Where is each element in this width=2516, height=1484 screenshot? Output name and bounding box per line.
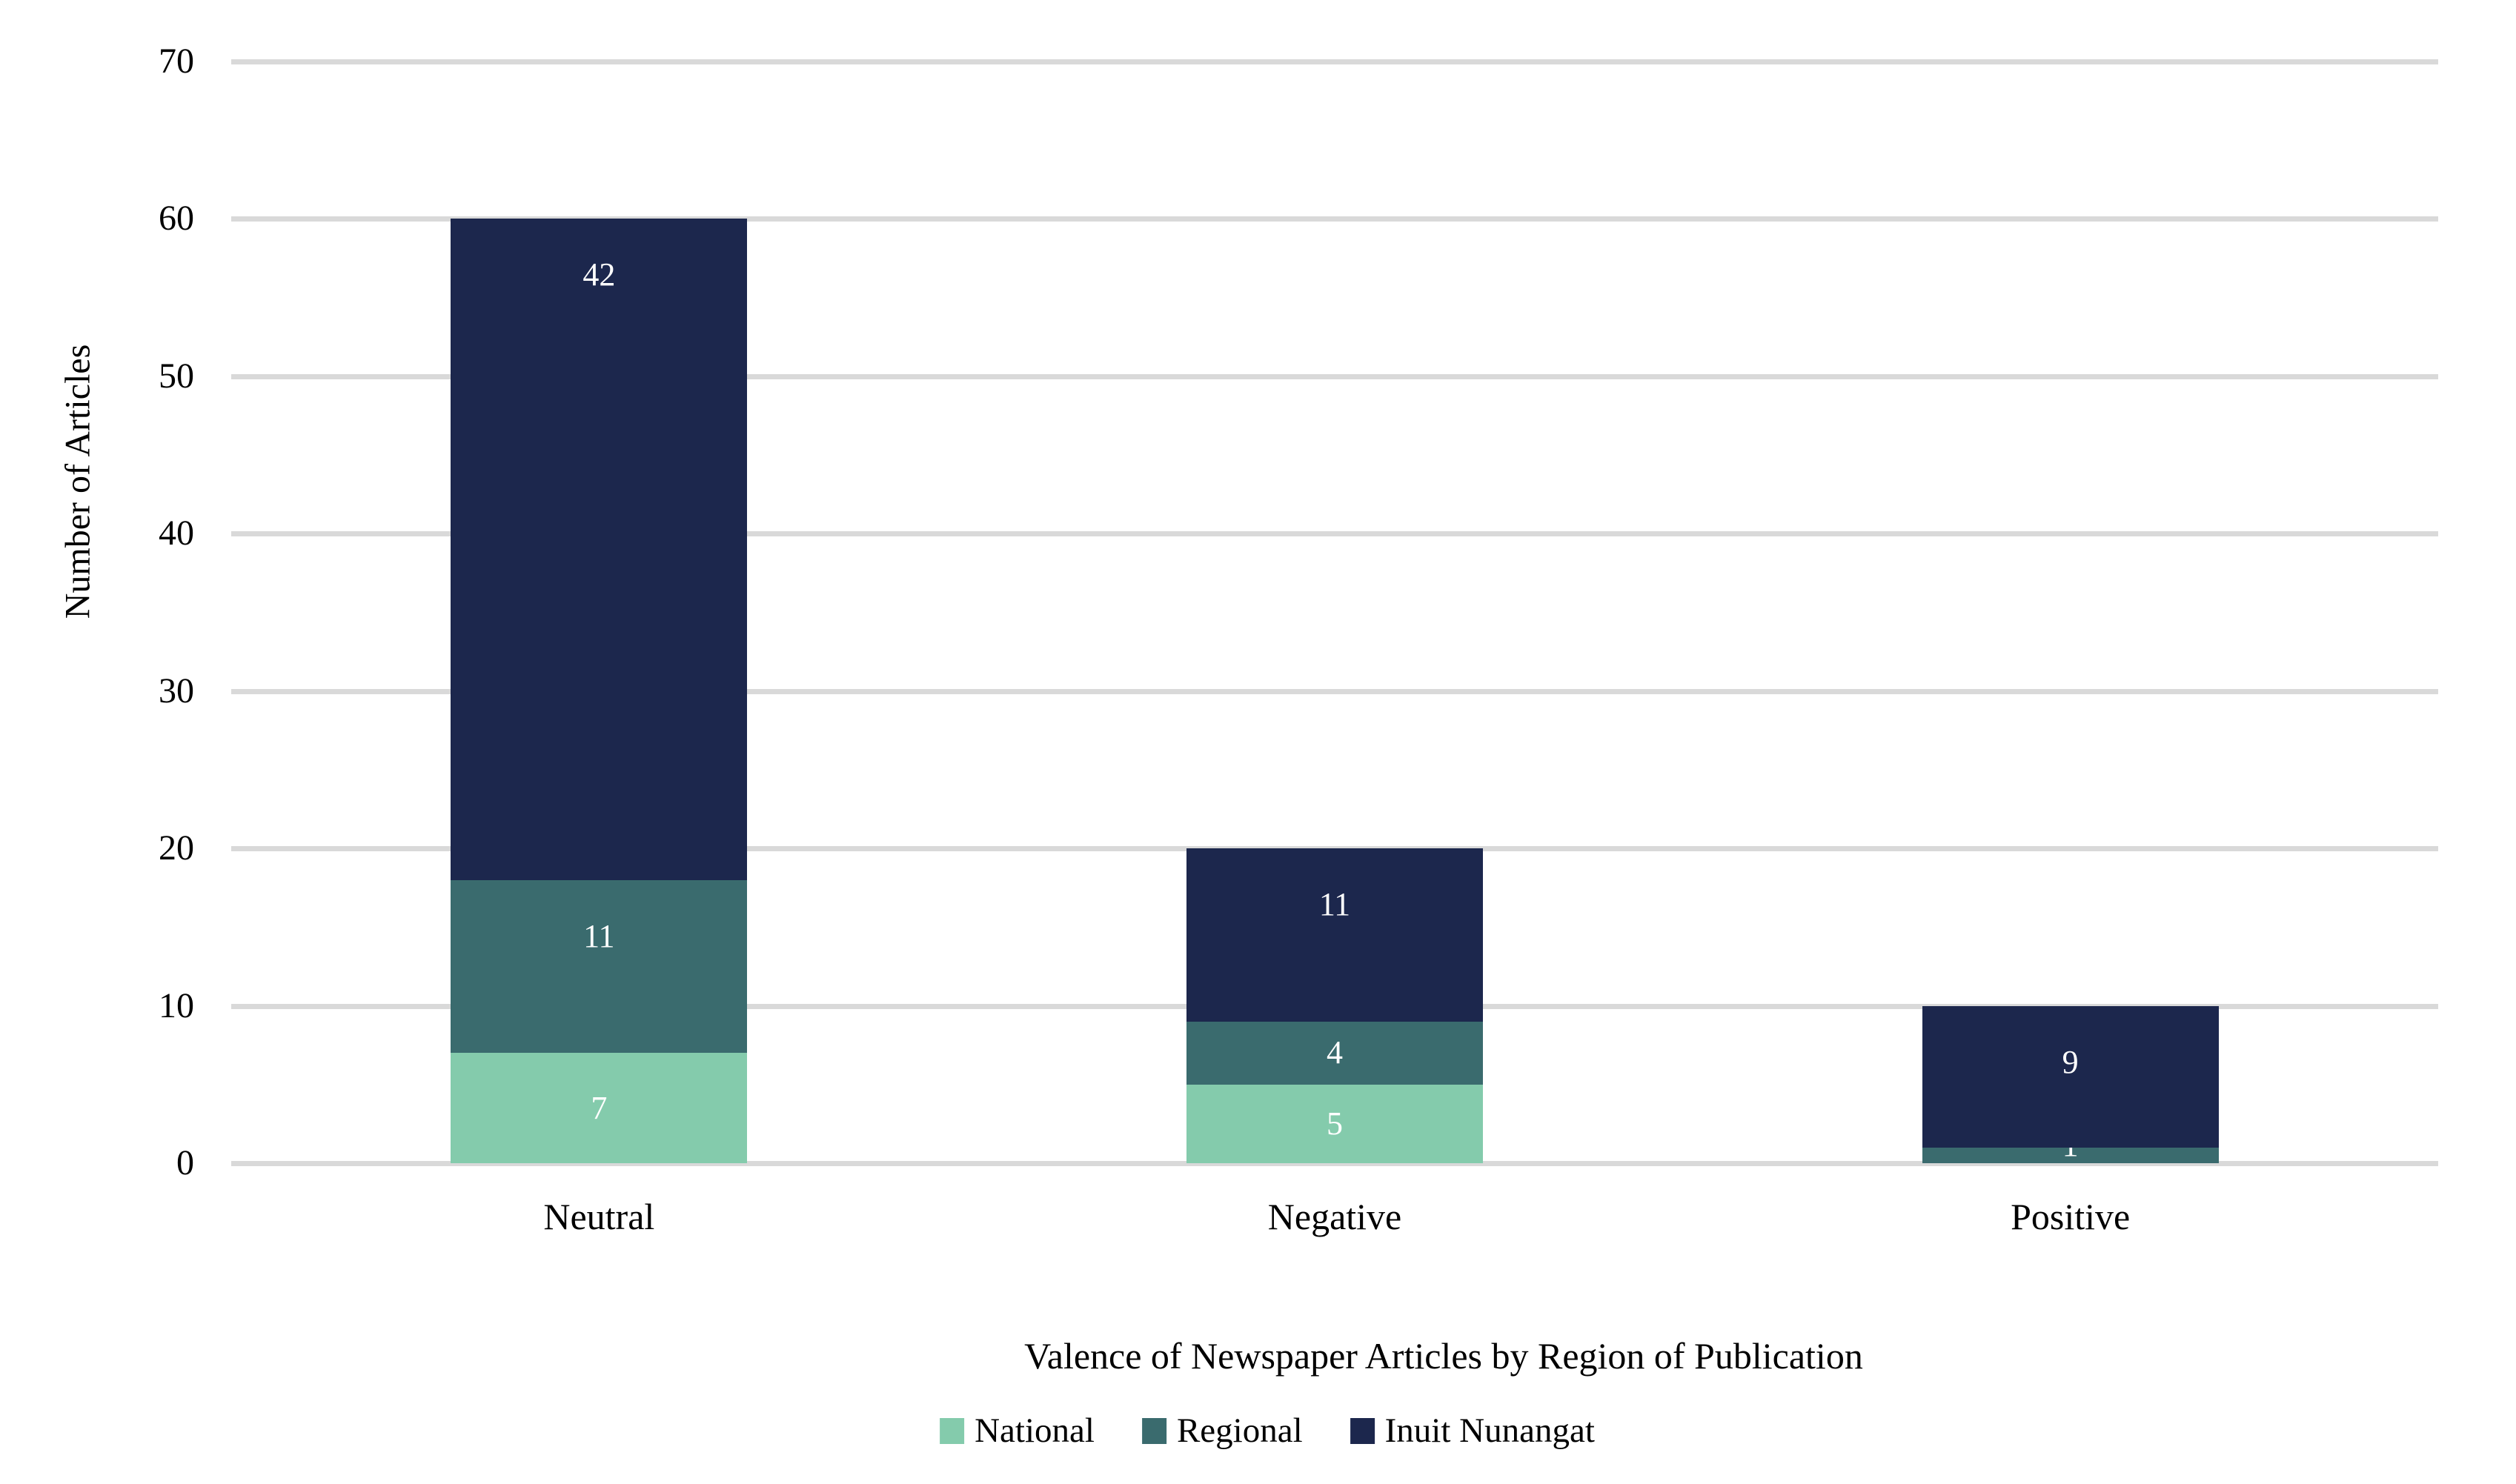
gridline [231, 216, 2438, 222]
bar-segment-inuit-nunangat: 11 [1186, 848, 1483, 1022]
bar-value-label: 11 [583, 917, 615, 954]
bar-segment-regional: 4 [1186, 1021, 1483, 1085]
y-tick-label: 40 [159, 513, 194, 553]
legend-swatch-icon [1350, 1417, 1375, 1444]
gridline [231, 1161, 2438, 1166]
bar-value-label: 5 [1327, 1105, 1343, 1142]
legend-item-regional: Regional [1141, 1405, 1303, 1457]
y-tick-label: 60 [159, 199, 194, 239]
x-category-label: Neutral [543, 1196, 655, 1237]
legend-swatch-icon [940, 1417, 965, 1444]
bar-segment-inuit-nunangat: 42 [451, 219, 748, 880]
gridline [231, 688, 2438, 694]
bar-value-label: 7 [591, 1089, 608, 1126]
y-tick-label: 30 [159, 671, 194, 711]
bar-segment-national: 5 [1186, 1084, 1483, 1163]
bar-value-label: 11 [1318, 886, 1351, 923]
y-tick-label: 10 [159, 985, 194, 1025]
gridline [231, 59, 2438, 64]
legend-swatch-icon [1141, 1417, 1166, 1444]
bar-segment-inuit-nunangat: 9 [1922, 1005, 2219, 1148]
legend-item-national: National [940, 1405, 1095, 1457]
bar-segment-national: 7 [451, 1053, 748, 1163]
legend-label: Regional [1176, 1411, 1303, 1450]
y-tick-label: 70 [159, 41, 194, 81]
legend-label: Inuit Nunangat [1384, 1411, 1595, 1450]
bar-segment-regional: 1 [1922, 1127, 2219, 1163]
legend: National Regional Inuit Nunangat [940, 1405, 1595, 1457]
gridline [231, 531, 2438, 537]
x-category-label: Negative [1267, 1196, 1402, 1237]
y-tick-label: 20 [159, 828, 194, 868]
x-category-label: Positive [2011, 1196, 2131, 1237]
legend-label: National [975, 1411, 1095, 1450]
legend-item-inuit-nunangat: Inuit Nunangat [1350, 1405, 1595, 1457]
y-tick-label: 50 [159, 356, 194, 396]
bar-value-label: 4 [1327, 1034, 1343, 1071]
bar-value-label: 42 [582, 256, 616, 293]
bar-value-label: 9 [2062, 1043, 2079, 1080]
bar-segment-regional: 11 [451, 879, 748, 1054]
y-tick-label: 0 [176, 1143, 194, 1182]
x-axis-title: Valence of Newspaper Articles by Region … [1024, 1335, 1863, 1377]
gridline [231, 373, 2438, 379]
